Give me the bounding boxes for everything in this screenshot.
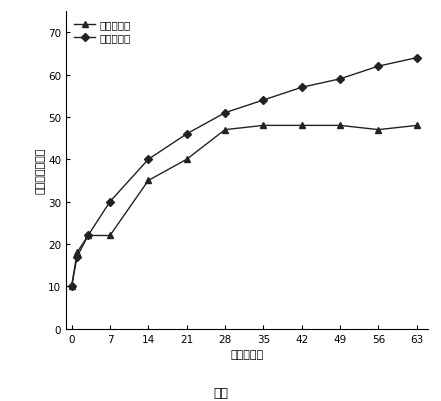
- 製劑番号２: [86, 233, 91, 238]
- 製劑番号２: [299, 86, 304, 91]
- 製劑番号１: [75, 250, 80, 255]
- 製劑番号１: [299, 124, 304, 128]
- 製劑番号１: [146, 178, 151, 183]
- 製劑番号１: [337, 124, 343, 128]
- 製劑番号１: [69, 284, 74, 289]
- 製劑番号２: [75, 255, 80, 259]
- Text: 図２: 図２: [213, 386, 228, 399]
- 製劑番号２: [146, 158, 151, 162]
- 製劑番号１: [261, 124, 266, 128]
- 製劑番号２: [107, 200, 112, 205]
- 製劑番号２: [184, 132, 189, 137]
- Legend: 製劑番号１, 製劑番号２: 製劑番号１, 製劑番号２: [71, 17, 134, 47]
- 製劑番号１: [222, 128, 228, 133]
- 製劑番号２: [222, 111, 228, 116]
- 製劑番号１: [107, 233, 112, 238]
- 製劑番号２: [69, 284, 74, 289]
- 製劑番号２: [376, 65, 381, 69]
- 製劑番号２: [261, 98, 266, 103]
- Y-axis label: 累積放出（％）: 累積放出（％）: [35, 147, 45, 194]
- Line: 製劑番号２: 製劑番号２: [69, 56, 419, 290]
- 製劑番号２: [414, 56, 419, 61]
- 製劑番号１: [376, 128, 381, 133]
- X-axis label: 時間（日）: 時間（日）: [230, 349, 264, 359]
- 製劑番号１: [414, 124, 419, 128]
- 製劑番号１: [184, 158, 189, 162]
- Line: 製劑番号１: 製劑番号１: [69, 123, 419, 290]
- 製劑番号１: [86, 233, 91, 238]
- 製劑番号２: [337, 77, 343, 82]
